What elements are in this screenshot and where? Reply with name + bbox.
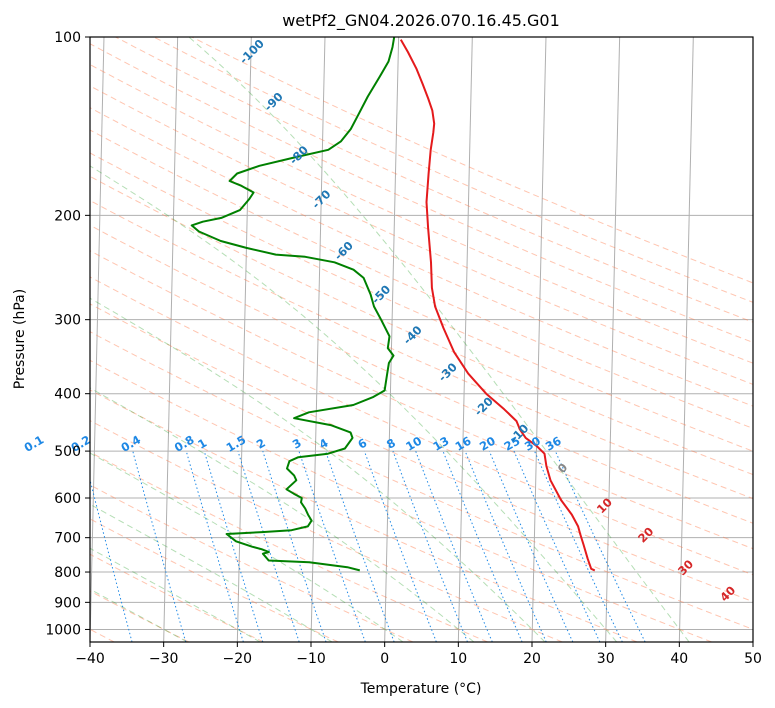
isotherm-line [605,37,621,642]
dry-adiabat-line [90,85,753,385]
mixing-ratio-line [203,450,264,642]
y-tick-label: 600 [54,491,81,507]
x-tick-label: −30 [149,651,179,667]
dry-adiabat-line [90,43,753,343]
y-tick-label: 400 [54,387,81,403]
y-tick-label: 200 [54,208,81,224]
dry-adiabat-line [90,107,753,407]
dry-adiabat-line [90,276,753,576]
isotherm-line [678,37,694,642]
moist-adiabat-line [90,165,618,642]
isotherm-line [163,37,179,642]
mixing-ratio-line [363,450,437,642]
x-tick-label: −10 [296,651,326,667]
mixing-ratio-line [488,450,574,642]
temperature-profile-line [399,39,596,572]
y-tick-label: 300 [54,313,81,329]
isotherm-line [90,37,105,642]
dry-adiabat-line [90,518,339,642]
mixing-ratio-label: 10 [403,434,424,454]
x-axis-title: Temperature (°C) [360,681,482,697]
dry-adiabat-line [90,331,753,630]
mixing-ratio-label: 13 [431,434,452,454]
y-tick-label: 100 [54,30,81,46]
mixing-ratio-line [132,450,187,642]
mixing-ratio-line [464,450,547,642]
mixing-ratio-line [90,477,133,642]
dry-adiabat-line [90,64,753,364]
y-tick-label: 500 [54,444,81,460]
moist-adiabat-line [90,387,475,642]
dewpoint-profile-line [190,37,396,572]
y-tick-label: 900 [54,595,81,611]
dry-adiabat-line [90,419,563,642]
dry-adiabat-line [90,175,753,476]
x-tick-label: 10 [449,651,467,667]
x-tick-label: 0 [380,651,389,667]
isotherm-line [457,37,473,642]
x-tick-label: 30 [597,651,615,667]
x-tick-label: 40 [670,651,688,667]
chart-title: wetPf2_GN04.2026.070.16.45.G01 [282,11,560,31]
isotherm-line [531,37,547,642]
mixing-ratio-line [442,450,523,642]
mixing-ratio-label: 20 [477,434,498,454]
moist-adiabat-line [90,452,404,642]
dry-adiabat-line [90,224,753,524]
mixing-ratio-label: 25 [502,434,523,454]
dry-adiabat-line [90,250,753,550]
axis-ticks: −40 −30 −20 −10 0 10 20 30 40 50 100 200 300 400 500 60… [45,30,762,667]
x-tick-label: −40 [75,651,105,667]
profile-lines [190,37,596,572]
mixing-ratio-line [298,450,366,642]
dry-adiabat-line [90,199,753,500]
isotherm-line [384,37,400,642]
mixing-ratio-label: 16 [453,434,474,454]
moist-adiabat-line [90,503,333,642]
background-lines [90,37,753,642]
y-tick-label: 700 [54,531,81,547]
dry-adiabat-line [90,129,753,429]
mixing-ratio-line [392,450,468,642]
dry-adiabat-line [90,152,753,452]
mixing-ratio-line [262,450,327,642]
x-tick-label: 50 [744,651,762,667]
y-tick-label: 800 [54,565,81,581]
dry-adiabat-line [191,37,753,284]
mixing-ratio-line [325,450,395,642]
mixing-ratio-line [415,450,493,642]
mixing-ratio-label: 30 [522,434,543,454]
moist-adiabat-line [188,37,690,642]
isotherm-line [310,37,326,642]
plot-frame [89,36,754,643]
mixing-ratio-line [237,450,300,642]
mixing-ratio-line [185,450,244,642]
y-tick-label: 1000 [45,622,81,638]
x-tick-label: 20 [523,651,541,667]
dry-adiabat-line [90,303,753,603]
y-axis-title: Pressure (hPa) [12,289,28,389]
moist-adiabat-line [90,297,546,642]
x-tick-label: −20 [223,651,253,667]
mixing-ratio-label: 36 [543,434,564,454]
isotherm-line [236,37,252,642]
